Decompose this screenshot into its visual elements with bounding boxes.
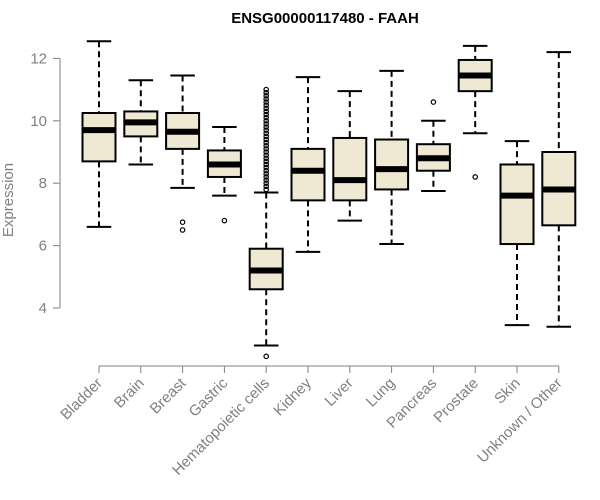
box-bladder — [81, 40, 117, 228]
x-tick-label: Bladder — [57, 375, 106, 424]
outlier-point — [263, 174, 270, 180]
box-prostate — [457, 44, 493, 180]
y-axis-label: Expression — [0, 163, 17, 237]
outlier-point — [263, 177, 270, 183]
outlier-point — [263, 171, 270, 177]
box-unknown-other — [541, 51, 577, 328]
iqr-box — [332, 136, 368, 202]
x-tick-label: Prostate — [430, 375, 482, 427]
x-tick-label: Breast — [147, 374, 190, 417]
outlier-point — [263, 155, 270, 162]
box-skin — [499, 140, 535, 327]
x-tick-label: Skin — [491, 375, 524, 408]
outlier-point — [263, 164, 270, 171]
outlier-point — [263, 127, 270, 133]
outlier-point — [263, 118, 270, 124]
outlier-point — [263, 161, 270, 168]
y-tick-label: 4 — [39, 300, 47, 317]
iqr-box — [81, 112, 117, 163]
outlier-point — [263, 99, 270, 105]
outlier-point — [263, 114, 270, 121]
outlier-point — [263, 152, 270, 158]
iqr-box — [499, 163, 535, 246]
outlier-point — [263, 183, 270, 190]
x-tick-label: Lung — [363, 375, 399, 411]
iqr-box — [374, 138, 410, 191]
boxes-group — [81, 40, 577, 360]
outlier-point — [263, 133, 270, 140]
outlier-point — [263, 136, 270, 143]
iqr-box — [290, 147, 326, 202]
box-brain — [123, 79, 159, 166]
y-axis: 4 6 8 10 12 — [30, 50, 61, 317]
outlier-point — [179, 227, 186, 233]
y-tick-label: 10 — [30, 113, 47, 130]
x-tick-label: Liver — [322, 375, 357, 410]
outlier-point — [263, 96, 270, 102]
box-kidney — [290, 76, 326, 253]
outlier-point — [263, 180, 270, 187]
box-hematopoietic-cells — [248, 86, 284, 360]
box-breast — [165, 74, 201, 233]
outlier-point — [263, 142, 270, 149]
outlier-point — [263, 149, 270, 155]
outlier-point — [472, 174, 479, 180]
outlier-point — [179, 219, 186, 226]
x-tick-label: Kidney — [270, 374, 315, 419]
outlier-point — [263, 146, 270, 152]
box-lung — [374, 69, 410, 246]
outlier-point — [263, 139, 270, 146]
outlier-point — [263, 102, 270, 109]
y-tick-label: 8 — [39, 175, 47, 192]
outlier-point — [263, 158, 270, 165]
outlier-point — [263, 89, 270, 96]
outlier-point — [263, 93, 270, 99]
chart-title: ENSG00000117480 - FAAH — [231, 10, 419, 27]
outlier-point — [263, 121, 270, 127]
outlier-point — [221, 217, 228, 224]
outlier-point — [430, 99, 437, 105]
outlier-point — [263, 130, 270, 137]
outlier-point — [263, 186, 270, 193]
box-gastric — [206, 126, 242, 224]
y-tick-label: 12 — [30, 50, 47, 67]
outlier-point — [263, 167, 270, 174]
outlier-point — [263, 111, 270, 118]
outlier-point — [263, 86, 270, 93]
outlier-point — [263, 105, 270, 112]
outlier-point — [263, 124, 270, 130]
box-pancreas — [415, 99, 451, 192]
y-tick-label: 6 — [39, 238, 47, 255]
outlier-point — [263, 353, 270, 360]
x-tick-label: Brain — [111, 375, 148, 412]
box-liver — [332, 90, 368, 222]
outlier-point — [263, 108, 270, 115]
